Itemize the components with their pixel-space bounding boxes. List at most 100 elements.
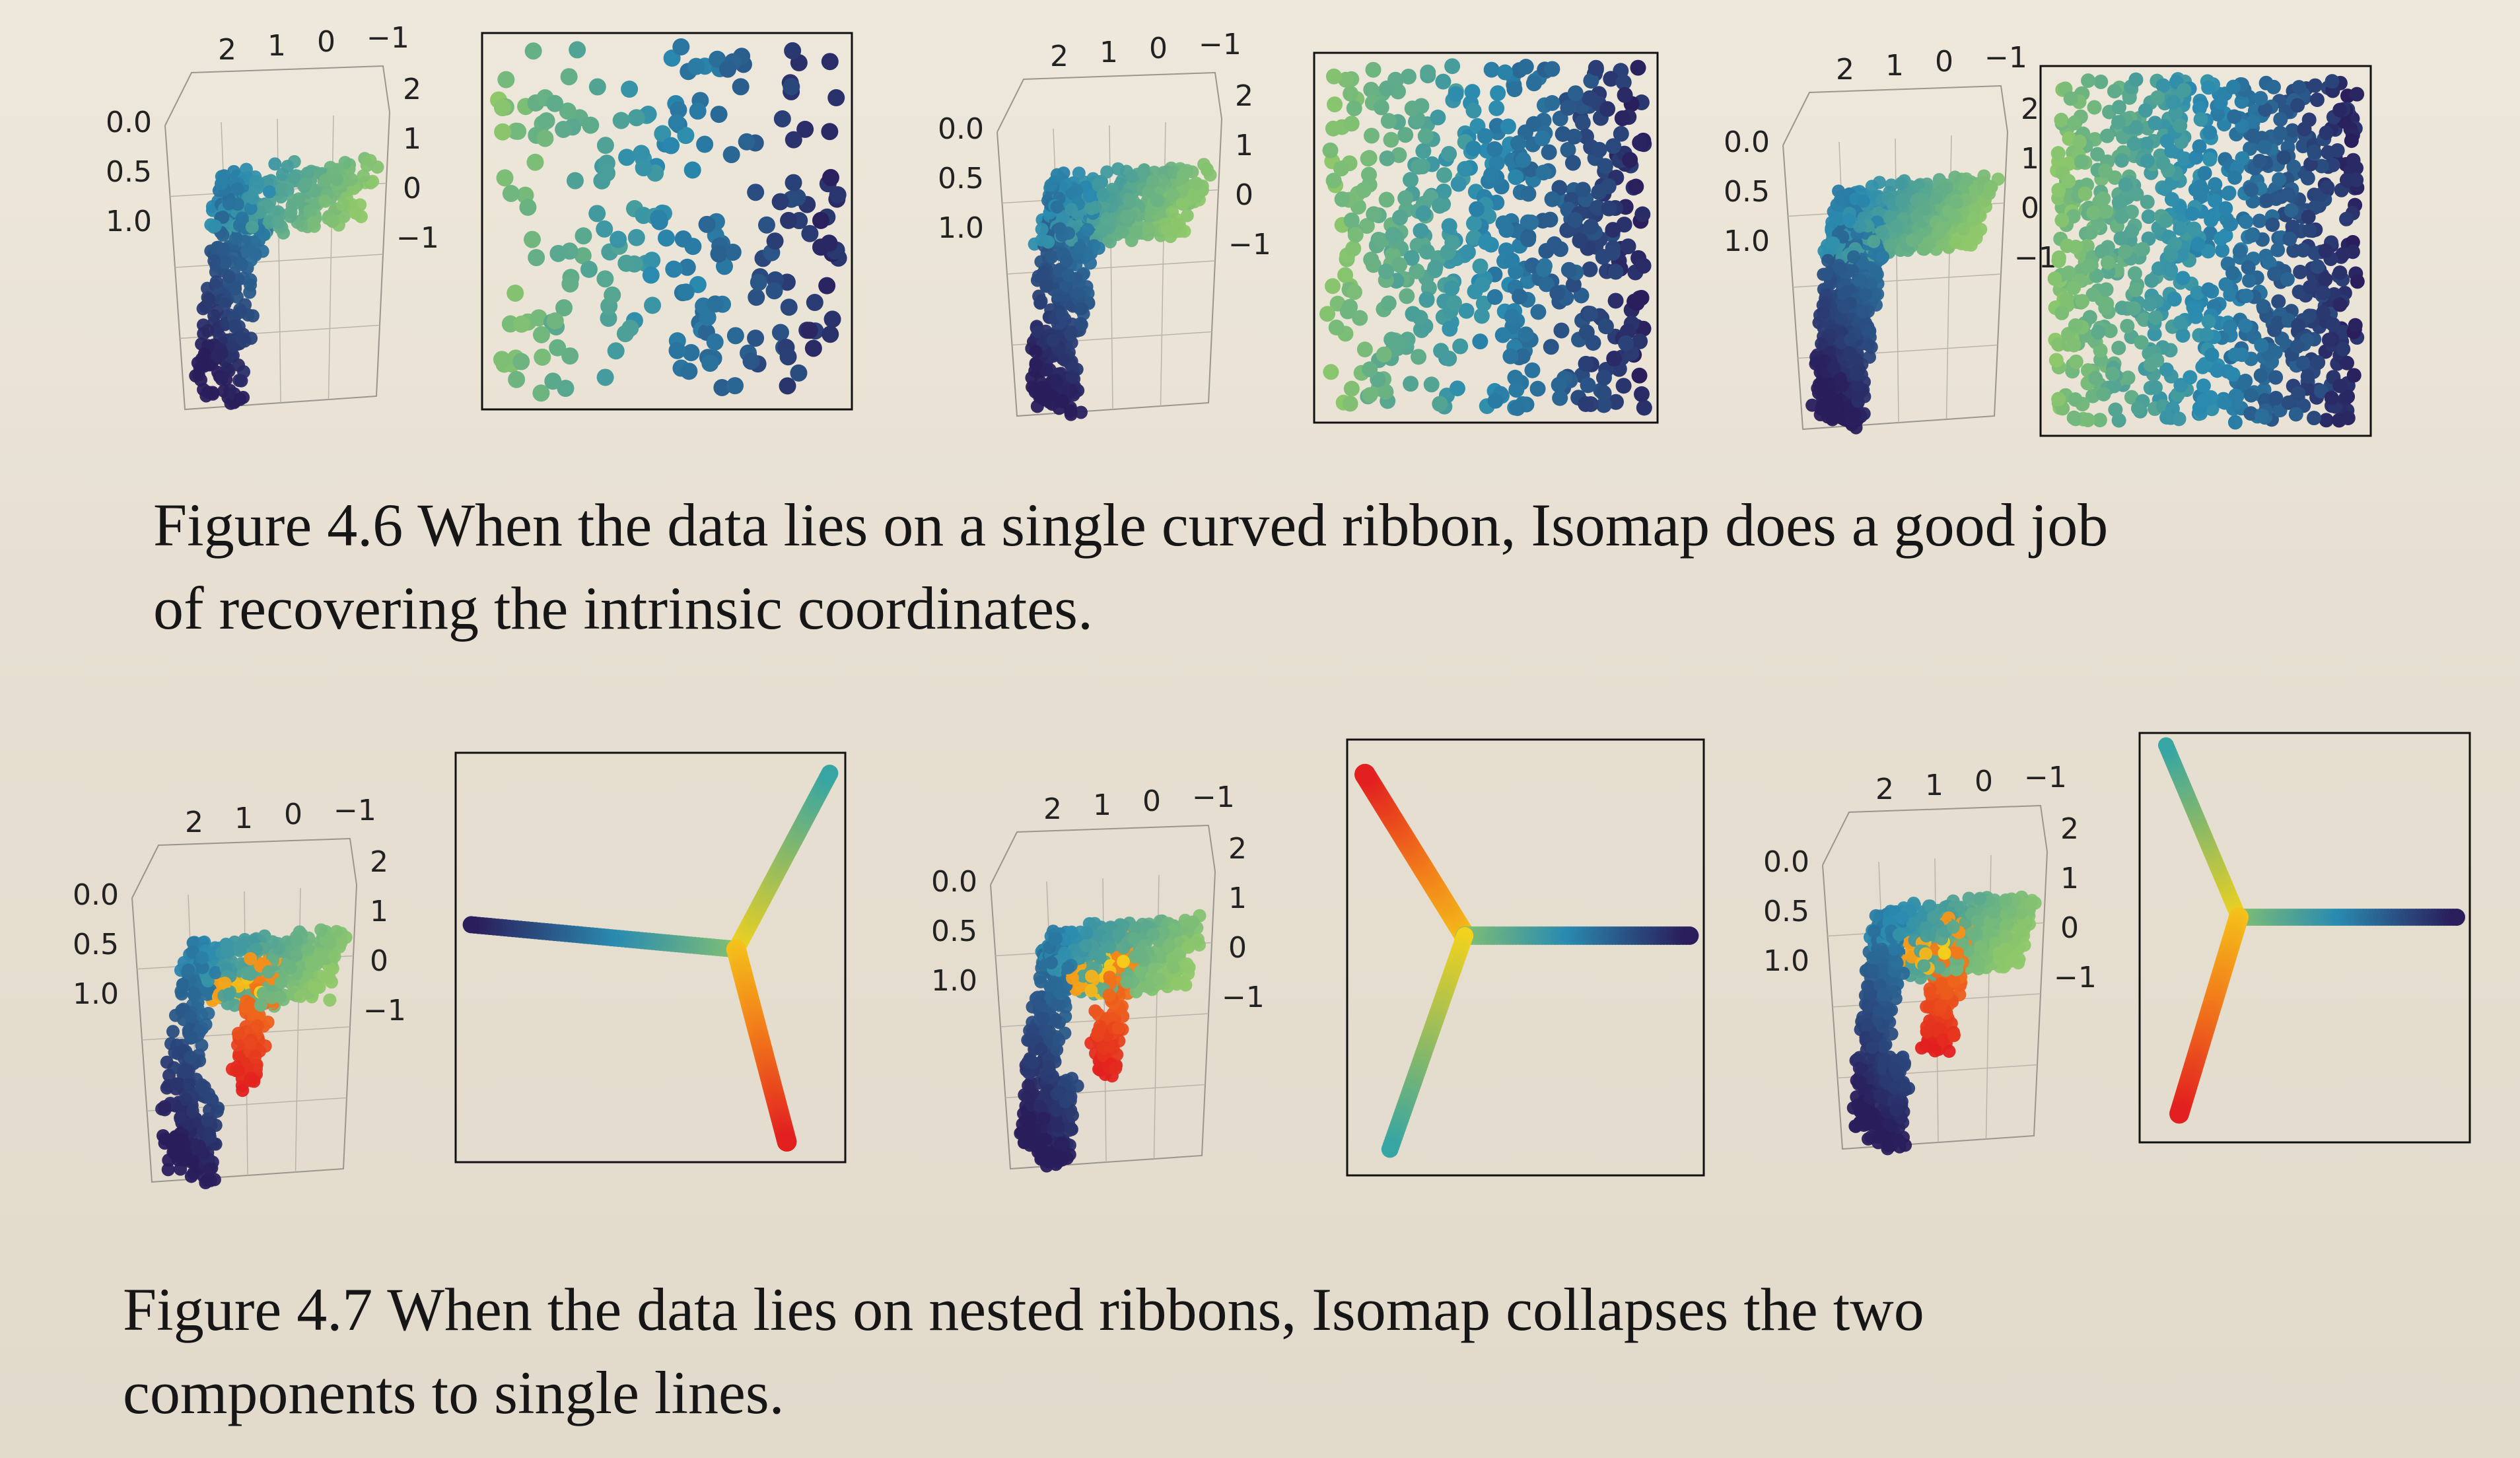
fig46-p6-point (2196, 393, 2212, 408)
fig46-p4-point (1607, 263, 1624, 280)
fig46-p6-point (2330, 143, 2345, 158)
fig46-p1-point (248, 246, 262, 260)
fig46-p4-point (1615, 74, 1632, 90)
fig46-p6-point (2085, 287, 2101, 302)
fig47-p1-right-tick-label: 0 (370, 944, 388, 978)
fig46-p6-point (2325, 157, 2340, 172)
fig46-p3-point (1166, 188, 1179, 202)
fig46-p2-point (642, 266, 660, 284)
fig46-p4-point (1347, 226, 1364, 243)
fig46-p1-point (326, 166, 339, 180)
fig46-p4-point (1603, 71, 1619, 87)
fig46-p1-point (222, 197, 236, 211)
fig46-p2-point (773, 110, 791, 127)
fig46-p6-point (2314, 158, 2329, 174)
fig46-p2-point (532, 326, 550, 343)
fig46-p2-point (710, 245, 728, 263)
fig46-p3-point (1057, 353, 1071, 367)
fig46-p6-point (2285, 123, 2300, 138)
fig46-p2-point (672, 38, 690, 55)
fig46-p5-point (1862, 338, 1875, 352)
fig46-p1-point (222, 270, 236, 284)
fig46-p6-point (2202, 125, 2218, 140)
fig46-p1-point (345, 172, 359, 186)
fig46-p2-point (508, 370, 526, 388)
fig46-p6-point (2087, 100, 2102, 115)
fig46-p6-point (2122, 90, 2137, 105)
fig46-p2-point (532, 384, 550, 402)
fig47-p1-point (246, 1007, 260, 1021)
fig47-p1-point (166, 1025, 180, 1039)
fig46-p6-point (2239, 289, 2254, 304)
fig46-p6-point (2201, 314, 2216, 329)
fig46-p4-point (1574, 114, 1591, 131)
fig46-p6-point (2081, 73, 2096, 88)
fig46-p2-point (678, 258, 696, 276)
fig46-p3-point (1065, 325, 1078, 339)
fig46-p2-point (818, 277, 836, 295)
fig46-p4-point (1380, 113, 1397, 129)
fig46-p4-point (1627, 293, 1643, 310)
fig46-p6-point (2318, 243, 2333, 258)
fig46-p1-point (245, 220, 259, 234)
fig46-p3-point (1055, 308, 1069, 322)
fig46-p5-point (1821, 386, 1835, 400)
fig47-p1-point (244, 952, 258, 965)
fig46-p2-point (738, 133, 755, 151)
fig46-p5-point (1875, 225, 1889, 239)
fig46-p6-point (2259, 193, 2274, 208)
fig46-p4-point (1458, 302, 1475, 319)
fig47-p3-top-tick-label: 2 (1043, 792, 1062, 826)
fig46-p6-point (2302, 280, 2317, 295)
fig46-p4-point (1551, 180, 1568, 196)
fig46-p2-point (699, 308, 717, 326)
fig46-p6-point (2128, 120, 2144, 135)
fig46-p6-point (2158, 213, 2173, 228)
fig46-p6-point (2151, 261, 2166, 276)
fig46-p6-point (2054, 213, 2070, 228)
fig47-p1-point (254, 998, 267, 1012)
fig46-p6-point (2187, 221, 2202, 236)
fig46-p4-point (1432, 396, 1448, 412)
fig46-p4-point (1578, 396, 1594, 412)
fig46-p5-point (1853, 219, 1867, 233)
fig46-p5-point (1851, 388, 1865, 401)
fig47-p1-point (228, 998, 242, 1012)
fig46-p6-point (2340, 410, 2356, 425)
fig46-p6-point (2225, 265, 2240, 281)
fig46-p3-point (1142, 185, 1156, 199)
fig46-p1-point (229, 232, 243, 246)
fig47-p1-point (323, 993, 337, 1007)
fig46-p1-point (246, 309, 260, 323)
fig46-p6-point (2163, 248, 2179, 263)
fig46-p6-point (2061, 265, 2076, 281)
fig46-p6-point (2074, 154, 2089, 169)
fig47-p2-frame (454, 751, 847, 1163)
fig47-p3-right-tick-label: 0 (1228, 931, 1247, 965)
fig46-p6-point (2307, 246, 2323, 261)
fig46-p3-point (1039, 279, 1053, 293)
fig46-p2-point (617, 254, 635, 272)
fig46-p3-right-tick-label: 0 (1235, 178, 1253, 212)
fig46-p5-point (1885, 178, 1899, 192)
fig46-p6-point (2082, 258, 2097, 273)
fig46-p6-point (2311, 355, 2326, 370)
fig46-p4-point (1431, 197, 1448, 214)
fig46-p4-point (1417, 128, 1434, 145)
fig46-p2-point (822, 168, 839, 186)
fig46-p6-point (2316, 305, 2331, 320)
fig46-p6-point (2080, 413, 2095, 428)
fig46-p3-point (1039, 386, 1053, 399)
fig46-p2-point (790, 364, 808, 382)
fig46-p2-point (598, 164, 615, 182)
fig46-p6-point (2232, 244, 2247, 259)
fig46-p4-point (1464, 84, 1481, 100)
fig46-p5-top-tick-label: 1 (1885, 49, 1904, 83)
fig46-p6-point (2159, 133, 2175, 149)
fig46-p2-point (687, 57, 705, 75)
fig46-p2-point (574, 247, 592, 265)
fig47-p3-right-tick-label: 1 (1228, 882, 1247, 915)
fig46-p6-point (2141, 209, 2156, 225)
fig46-p2-point (698, 215, 716, 233)
